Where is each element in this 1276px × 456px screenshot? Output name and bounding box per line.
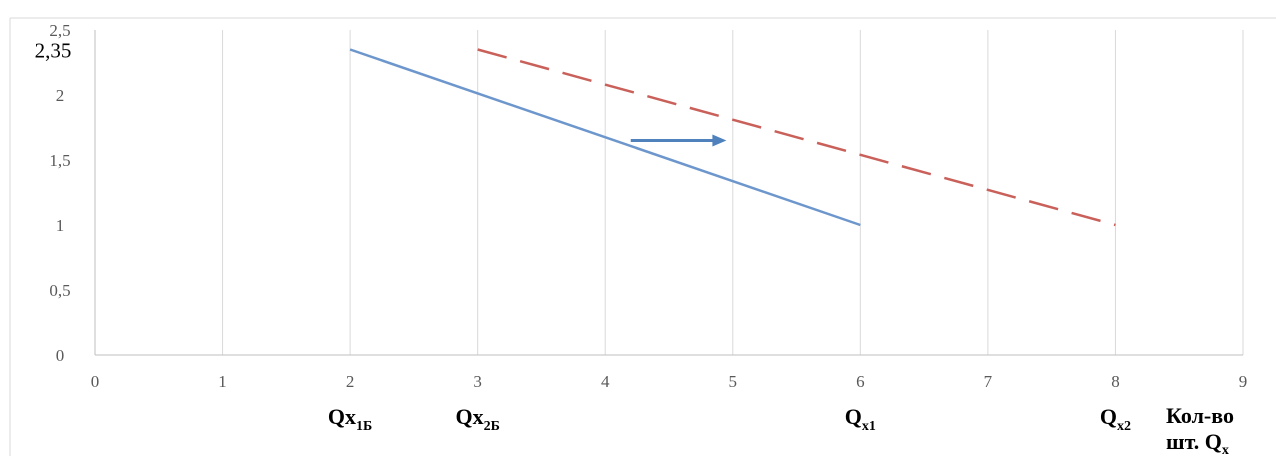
- q-label-main: Q: [1100, 404, 1117, 429]
- x-axis-label-main: шт. Q: [1166, 429, 1222, 454]
- shift-arrow-head: [712, 134, 727, 147]
- y-extra-label: 2,35: [35, 39, 72, 63]
- y-tick-label-1-5: 1,5: [49, 151, 70, 170]
- series-lines: [349, 48, 1116, 227]
- x-axis-label-line1: Кол-во: [1166, 403, 1234, 428]
- dashed-demand-line: [477, 48, 1116, 227]
- shift-arrow: [630, 134, 727, 147]
- solid-demand-line: [349, 48, 861, 227]
- q-label-sub: x1: [862, 419, 876, 434]
- q-label-main: Q: [845, 404, 862, 429]
- y-tick-label-0-5: 0,5: [49, 281, 70, 300]
- x-tick-label-7: 7: [984, 372, 993, 391]
- x-tick-label-6: 6: [856, 372, 865, 391]
- q-labels: Qx1Б Qx2Б Qx1 Qx2: [328, 404, 1131, 434]
- x-tick-label-1: 1: [218, 372, 227, 391]
- q-label-main: Qx: [328, 404, 356, 429]
- y-tick-label-0: 0: [56, 346, 65, 365]
- x-tick-label-9: 9: [1239, 372, 1248, 391]
- x-tick-label-5: 5: [729, 372, 738, 391]
- q-label-sub: 2Б: [484, 419, 500, 434]
- x-tick-label-2: 2: [346, 372, 355, 391]
- x-tick-label-8: 8: [1111, 372, 1120, 391]
- x-axis-label-line2: шт. Qx: [1166, 429, 1229, 456]
- q-label-2Б: Qx2Б: [455, 404, 499, 434]
- y-tick-label-1: 1: [56, 216, 65, 235]
- x-tick-label-0: 0: [91, 372, 100, 391]
- x-tick-label-4: 4: [601, 372, 610, 391]
- y-tick-label-2: 2: [56, 86, 65, 105]
- axes: [94, 30, 1243, 356]
- q-label-x2: Qx2: [1100, 404, 1131, 434]
- tick-labels: 0 1 2 3 4 5 6 7 8 9 0 0,5 1 1,5 2 2,52,35: [35, 21, 1248, 391]
- q-label-sub: x2: [1117, 419, 1131, 434]
- q-label-x1: Qx1: [845, 404, 876, 434]
- x-axis-label-sub: x: [1222, 443, 1229, 456]
- y-tick-label-2-5: 2,5: [49, 21, 70, 40]
- q-label-main: Qx: [455, 404, 483, 429]
- q-label-1Б: Qx1Б: [328, 404, 372, 434]
- q-label-sub: 1Б: [356, 419, 372, 434]
- x-tick-label-3: 3: [473, 372, 482, 391]
